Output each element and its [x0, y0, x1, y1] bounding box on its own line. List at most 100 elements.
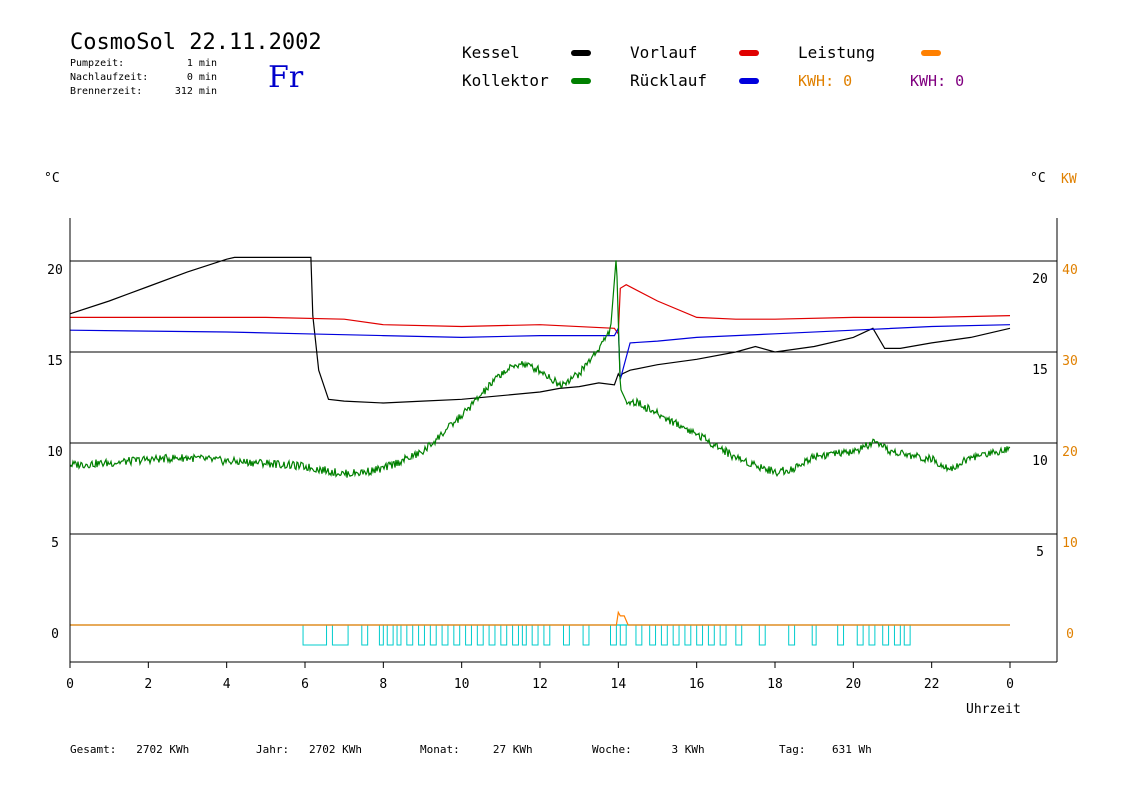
legend-label-leistung: Leistung: [798, 43, 876, 62]
pump-interval: [672, 624, 680, 646]
footer-value: 27 KWh: [492, 743, 533, 756]
footer-monat: Monat: 27 KWh: [420, 743, 533, 756]
legend-label-kessel: Kessel: [462, 43, 520, 62]
footer-value: 3 KWh: [671, 743, 705, 756]
x-tick-label: 20: [846, 677, 862, 692]
pump-interval: [882, 624, 890, 646]
pump-interval: [903, 624, 911, 646]
pump-interval: [610, 624, 617, 646]
series-vorlauf: [70, 284, 1011, 336]
x-axis-label: Uhrzeit: [966, 702, 1021, 717]
x-tick-label: 18: [767, 677, 783, 692]
footer-label: Woche:: [592, 743, 632, 756]
series-kollektor: [69, 260, 1011, 478]
stat-value: 312 min: [174, 86, 217, 97]
pump-interval: [361, 624, 369, 646]
stat-brennerzeit: Brennerzeit: 312 min: [70, 86, 217, 97]
x-tick-label: 4: [223, 677, 231, 692]
footer-label: Gesamt:: [70, 743, 117, 756]
legend-swatch-kollektor: [571, 78, 591, 84]
pump-interval: [543, 624, 551, 646]
pump-interval: [429, 624, 437, 646]
pump-interval: [696, 624, 704, 646]
pump-series: [302, 624, 911, 646]
pump-interval: [837, 624, 845, 646]
pump-interval: [406, 624, 414, 646]
right-axis-unit-celsius: °C: [1030, 171, 1046, 186]
footer-value: 2702 KWh: [309, 743, 362, 756]
weekday-label: Fr: [268, 60, 304, 95]
series-kessel: [69, 256, 1011, 404]
x-tick-label: 2: [144, 677, 152, 692]
pump-interval: [563, 624, 570, 646]
y-tick-label-right-kw: 0: [1066, 627, 1074, 642]
y-tick-label-left: 0: [51, 627, 59, 642]
pump-interval: [707, 624, 715, 646]
chart-lines: [69, 256, 1011, 626]
x-tick-label: 12: [532, 677, 548, 692]
legend-swatch-kessel: [571, 50, 591, 56]
footer-jahr: Jahr: 2702 KWh: [256, 743, 362, 756]
y-tick-label-right-celsius: 20: [1032, 272, 1048, 287]
pump-interval: [758, 624, 766, 646]
pump-interval: [856, 624, 864, 646]
legend-swatch-ruecklauf: [739, 78, 759, 84]
x-tick-label: 14: [611, 677, 627, 692]
pump-interval: [488, 624, 496, 646]
pump-interval: [386, 624, 394, 646]
x-tick-label: 22: [924, 677, 940, 692]
footer-gesamt: Gesamt: 2702 KWh: [70, 743, 189, 756]
pump-interval: [441, 624, 449, 646]
pump-interval: [378, 624, 384, 646]
pump-interval: [521, 624, 527, 646]
legend-swatch-leistung: [921, 50, 941, 56]
y-tick-label-right-kw: 30: [1062, 354, 1078, 369]
stat-pumpzeit: Pumpzeit: 1 min: [70, 58, 217, 69]
pump-interval: [719, 624, 727, 646]
y-tick-label-left: 20: [47, 263, 63, 278]
x-tick-label: 6: [301, 677, 309, 692]
page-title: CosmoSol 22.11.2002: [70, 30, 322, 55]
legend-swatch-vorlauf: [739, 50, 759, 56]
footer-value: 2702 KWh: [136, 743, 190, 756]
x-tick-label: 0: [66, 677, 74, 692]
right-axis-unit-kw: KW: [1061, 172, 1077, 187]
pump-interval: [649, 624, 657, 646]
footer-tag: Tag: 631 Wh: [779, 743, 872, 756]
pump-interval: [811, 624, 817, 646]
x-tick-label: 10: [454, 677, 470, 692]
pump-interval: [619, 624, 627, 646]
pump-interval: [396, 624, 402, 646]
legend-label-vorlauf: Vorlauf: [630, 43, 698, 62]
stat-label: Brennerzeit:: [70, 86, 143, 97]
y-tick-label-right-kw: 10: [1062, 536, 1078, 551]
axes: 0 2 4 6 8 10 12 14 16 18 20 22 0 20 15 10 5 0 20 15 10 5 40 30 2…: [47, 218, 1078, 692]
footer-label: Tag:: [779, 743, 806, 756]
footer-woche: Woche: 3 KWh: [592, 743, 705, 756]
pump-interval: [476, 624, 484, 646]
pump-interval: [684, 624, 692, 646]
y-tick-label-right-celsius: 15: [1032, 363, 1048, 378]
pump-interval: [582, 624, 590, 646]
pump-interval: [465, 624, 472, 646]
y-tick-label-right-kw: 40: [1062, 263, 1078, 278]
y-tick-label-right-celsius: 5: [1036, 545, 1044, 560]
pump-interval: [512, 624, 519, 646]
pump-interval: [453, 624, 461, 646]
pump-interval: [660, 624, 668, 646]
kwh-secondary: KWH: 0: [910, 72, 965, 90]
pump-interval: [302, 624, 328, 646]
pump-interval: [788, 624, 796, 646]
y-tick-label-left: 5: [51, 536, 59, 551]
pump-interval: [893, 624, 901, 646]
y-tick-label-left: 15: [47, 354, 63, 369]
series-leistung: [70, 610, 1010, 626]
footer-value: 631 Wh: [832, 743, 872, 756]
legend-label-kollektor: Kollektor: [462, 71, 549, 90]
x-tick-label: 0: [1006, 677, 1014, 692]
kwh-leistung: KWH: 0: [798, 72, 853, 90]
pump-interval: [331, 624, 349, 646]
pump-interval: [735, 624, 743, 646]
stat-value: 0 min: [186, 72, 217, 83]
